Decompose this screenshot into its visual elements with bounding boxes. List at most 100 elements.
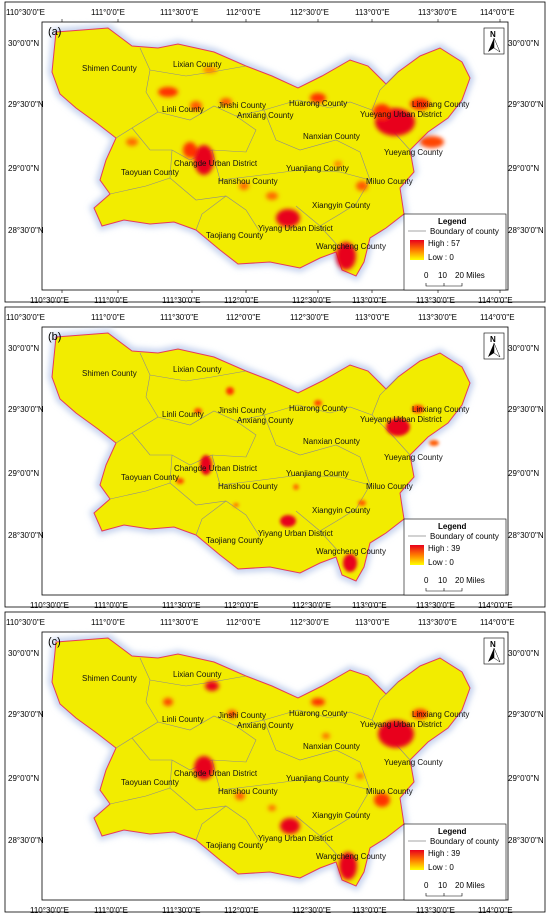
tick-label-bottom: 111°0'0"E: [94, 906, 128, 915]
study-region: [47, 23, 475, 282]
county-labels: Shimen County Lixian County Linli County…: [82, 365, 469, 556]
county-label: Taoyuan County: [121, 778, 179, 787]
legend-high-label: High : 57: [428, 239, 461, 248]
tick-label-top: 113°0'0"E: [355, 618, 390, 627]
tick-label-top: 114°0'0"E: [480, 618, 515, 627]
tick-label-right: 29°0'0"N: [508, 774, 539, 783]
county-label: Linxiang County: [412, 405, 469, 414]
county-label: Xiangyin County: [312, 506, 370, 515]
tick-label-bottom: 111°30'0"E: [162, 601, 200, 610]
tick-label-top: 110°30'0"E: [6, 618, 45, 627]
tick-label-right: 29°30'0"N: [508, 710, 544, 719]
density-hotspots: [126, 67, 444, 270]
tick-label-top: 113°30'0"E: [418, 313, 457, 322]
county-label: Yuanjiang County: [286, 469, 349, 478]
county-label: Shimen County: [82, 369, 137, 378]
tick-label-top: 111°30'0"E: [160, 313, 198, 322]
tick-label-bottom: 110°30'0"E: [30, 296, 69, 305]
tick-label-left: 30°0'0"N: [8, 344, 39, 353]
county-labels: Shimen County Lixian County Linli County…: [82, 670, 469, 861]
county-label: Linli County: [162, 715, 204, 724]
tick-label-top: 113°30'0"E: [418, 618, 457, 627]
legend: Legend Boundary of county High : 57 Low …: [403, 213, 507, 291]
county-label: Wangcheng County: [316, 242, 386, 251]
scale-label: 20 Miles: [455, 576, 485, 585]
county-label: Jinshi County: [218, 711, 266, 720]
county-label: Huarong County: [289, 99, 347, 108]
panel-label: (b): [48, 331, 61, 343]
tick-label-bottom: 111°0'0"E: [94, 296, 128, 305]
county-label: Changde Urban District: [174, 464, 258, 473]
legend-high-label: High : 39: [428, 849, 461, 858]
county-boundaries: [109, 352, 411, 552]
map-panel-a: 110°30'0"E 111°0'0"E 111°30'0"E 112°0'0"…: [0, 0, 550, 305]
scale-bar: [425, 588, 463, 592]
tick-label-bottom: 113°30'0"E: [416, 601, 455, 610]
county-label: Lixian County: [173, 60, 221, 69]
tick-label-bottom: 111°30'0"E: [162, 906, 200, 915]
county-label: Hanshou County: [218, 787, 278, 796]
panel-label: (c): [48, 636, 61, 648]
county-label: Yuanjiang County: [286, 164, 349, 173]
tick-label-right: 28°30'0"N: [508, 836, 544, 845]
tick-label-top: 112°30'0"E: [290, 618, 329, 627]
tick-label-top: 112°0'0"E: [226, 313, 261, 322]
tick-label-top: 113°0'0"E: [355, 313, 390, 322]
tick-label-top: 113°0'0"E: [355, 8, 390, 17]
county-label: Lixian County: [173, 365, 221, 374]
tick-label-right: 28°30'0"N: [508, 531, 544, 540]
tick-label-left: 29°30'0"N: [8, 100, 44, 109]
tick-label-left: 29°0'0"N: [8, 469, 39, 478]
scale-label: 10: [438, 881, 447, 890]
tick-label-top: 111°0'0"E: [91, 8, 125, 17]
legend-boundary-label: Boundary of county: [430, 532, 499, 541]
scale-label: 0: [424, 881, 429, 890]
tick-label-left: 29°30'0"N: [8, 405, 44, 414]
county-label: Taojiang County: [206, 536, 263, 545]
tick-label-bottom: 113°0'0"E: [352, 296, 387, 305]
tick-label-bottom: 112°0'0"E: [224, 906, 259, 915]
tick-label-bottom: 112°30'0"E: [292, 296, 331, 305]
county-label: Shimen County: [82, 64, 137, 73]
scale-label: 0: [424, 271, 429, 280]
county-label: Wangcheng County: [316, 547, 386, 556]
map-panel-b: 110°30'0"E 111°0'0"E 111°30'0"E 112°0'0"…: [0, 305, 550, 610]
tick-label-right: 30°0'0"N: [508, 39, 539, 48]
tick-label-bottom: 114°0'0"E: [478, 906, 513, 915]
legend-high-label: High : 39: [428, 544, 461, 553]
county-label: Linli County: [162, 410, 204, 419]
legend-low-label: Low : 0: [428, 253, 454, 262]
county-label: Taojiang County: [206, 231, 263, 240]
scale-label: 20 Miles: [455, 881, 485, 890]
tick-label-bottom: 113°30'0"E: [416, 906, 455, 915]
county-label: Miluo County: [366, 787, 413, 796]
county-boundaries: [109, 657, 411, 857]
legend-title: Legend: [438, 217, 467, 226]
tick-label-left: 29°0'0"N: [8, 164, 39, 173]
county-label: Miluo County: [366, 177, 413, 186]
north-label: N: [490, 30, 496, 39]
density-hotspots: [176, 387, 439, 572]
tick-label-top: 112°30'0"E: [290, 8, 329, 17]
tick-label-top: 110°30'0"E: [6, 313, 45, 322]
tick-label-left: 28°30'0"N: [8, 531, 44, 540]
tick-label-left: 30°0'0"N: [8, 39, 39, 48]
map-svg: 110°30'0"E 111°0'0"E 111°30'0"E 112°0'0"…: [4, 306, 546, 610]
tick-label-left: 29°30'0"N: [8, 710, 44, 719]
tick-label-bottom: 114°0'0"E: [478, 601, 513, 610]
north-label: N: [490, 640, 496, 649]
scale-bar: [425, 283, 463, 287]
legend-boundary-label: Boundary of county: [430, 227, 499, 236]
county-label: Hanshou County: [218, 177, 278, 186]
north-arrow-icon: N: [483, 637, 505, 665]
north-arrow-icon: N: [483, 27, 505, 55]
tick-label-top: 110°30'0"E: [6, 8, 45, 17]
tick-label-right: 29°30'0"N: [508, 405, 544, 414]
county-label: Nanxian County: [303, 437, 360, 446]
scale-label: 10: [438, 271, 447, 280]
tick-label-bottom: 113°0'0"E: [352, 906, 387, 915]
tick-label-bottom: 113°0'0"E: [352, 601, 387, 610]
north-arrow-icon: N: [483, 332, 505, 360]
county-label: Anxiang County: [237, 111, 293, 120]
county-label: Yiyang Urban District: [258, 834, 334, 843]
